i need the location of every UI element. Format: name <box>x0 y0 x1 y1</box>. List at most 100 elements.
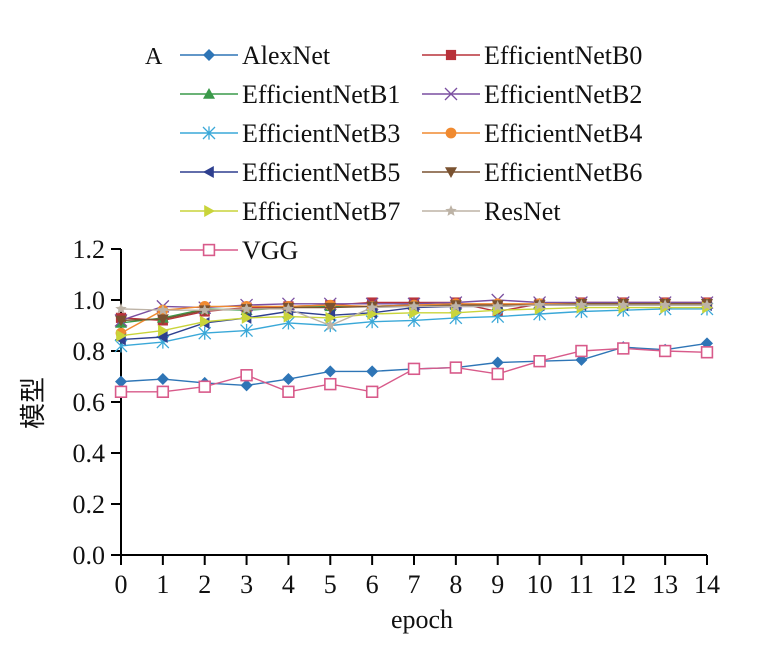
data-point <box>240 369 253 382</box>
data-point <box>241 311 253 324</box>
data-point <box>116 329 127 342</box>
x-tick-label: 12 <box>610 570 636 599</box>
data-point <box>240 379 253 392</box>
data-point <box>198 326 212 340</box>
legend-label: EfficientNetB2 <box>484 80 642 109</box>
data-point <box>115 315 127 327</box>
data-point <box>157 304 169 316</box>
y-tick-label: 1.2 <box>73 235 106 264</box>
y-tick-label: 0.8 <box>73 337 106 366</box>
data-point <box>156 373 169 386</box>
legend-item: EfficientNetB3 <box>180 119 400 148</box>
data-point <box>240 324 254 338</box>
legend-marker-icon <box>204 205 215 217</box>
x-tick-label: 14 <box>694 570 720 599</box>
data-point <box>282 385 295 398</box>
data-point <box>407 362 421 376</box>
data-point <box>324 365 337 378</box>
legend-label: AlexNet <box>242 41 331 70</box>
y-tick-label: 0.0 <box>73 541 106 570</box>
legend-item: EfficientNetB5 <box>180 158 400 187</box>
legend-label: ResNet <box>484 197 561 226</box>
legend-item: EfficientNetB6 <box>422 158 642 187</box>
y-tick-label: 1.0 <box>73 286 106 315</box>
legend-label: EfficientNetB6 <box>484 158 642 187</box>
data-point <box>240 302 253 314</box>
legend-label: EfficientNetB7 <box>242 197 400 226</box>
legend-marker-icon <box>444 87 458 101</box>
data-point <box>199 315 211 328</box>
legend-item: EfficientNetB0 <box>422 41 642 70</box>
legend-marker-icon <box>203 49 215 61</box>
y-axis-label: 模型 <box>19 377 48 429</box>
data-point <box>158 324 169 337</box>
data-point <box>491 356 504 369</box>
data-point <box>282 373 295 386</box>
legend-label: EfficientNetB3 <box>242 119 400 148</box>
data-point <box>492 300 504 312</box>
legend-item: EfficientNetB2 <box>422 80 642 109</box>
legend-marker-icon <box>203 88 215 99</box>
legend-item: EfficientNetB4 <box>422 119 642 148</box>
data-point <box>198 380 211 393</box>
x-tick-label: 1 <box>156 570 169 599</box>
data-point <box>701 299 713 310</box>
x-tick-label: 6 <box>366 570 379 599</box>
x-tick-label: 10 <box>527 570 553 599</box>
data-point <box>325 311 337 324</box>
legend-marker-icon <box>445 167 457 178</box>
data-point <box>366 365 379 378</box>
series-vgg <box>114 342 714 398</box>
data-point <box>575 299 588 310</box>
data-point <box>533 354 546 368</box>
legend-item: ResNet <box>422 197 561 226</box>
legend-item: AlexNet <box>180 41 331 70</box>
data-point <box>408 300 420 312</box>
y-tick-label: 0.6 <box>73 388 106 417</box>
data-point <box>366 301 378 313</box>
data-point <box>450 300 462 312</box>
data-point <box>533 299 546 310</box>
axes: 0.00.20.40.60.81.01.20 1 2 3 4 5 6 7 8 9 10 11 12 13 1… <box>73 235 721 599</box>
data-point <box>282 302 295 314</box>
legend-label: EfficientNetB0 <box>484 41 642 70</box>
data-point <box>659 299 671 310</box>
legend-label: EfficientNetB5 <box>242 158 400 187</box>
x-axis-label: epoch <box>391 605 453 634</box>
legend-item: VGG <box>180 236 298 265</box>
data-point <box>324 319 336 331</box>
data-point <box>156 330 168 343</box>
x-tick-label: 2 <box>198 570 211 599</box>
x-tick-label: 8 <box>449 570 462 599</box>
panel-label: A <box>145 44 163 70</box>
data-point <box>115 302 127 314</box>
data-point <box>491 367 504 381</box>
data-point <box>115 375 127 388</box>
data-point <box>365 385 379 398</box>
data-point <box>449 361 463 374</box>
data-point <box>156 314 169 326</box>
data-point <box>199 304 211 316</box>
legend-label: EfficientNetB4 <box>484 119 642 148</box>
data-point <box>114 385 128 398</box>
legend-marker-icon <box>445 205 457 216</box>
x-tick-label: 0 <box>115 570 128 599</box>
legend-marker-icon <box>203 166 214 178</box>
series-group <box>114 293 714 398</box>
legend-item: EfficientNetB7 <box>180 197 400 226</box>
legend-marker-icon <box>445 127 457 139</box>
data-point <box>575 344 588 358</box>
legend-marker-icon <box>202 243 216 257</box>
legend: AlexNet EfficientNetB0 EfficientNetB1 Effic… <box>180 41 642 265</box>
series-resnet <box>115 299 713 331</box>
x-tick-label: 11 <box>569 570 594 599</box>
data-point <box>324 302 337 314</box>
data-point <box>617 299 629 310</box>
legend-marker-icon <box>202 126 216 140</box>
data-point <box>617 342 630 355</box>
x-tick-label: 13 <box>652 570 678 599</box>
x-tick-label: 4 <box>282 570 295 599</box>
data-point <box>283 310 295 323</box>
y-tick-label: 0.2 <box>73 490 106 519</box>
